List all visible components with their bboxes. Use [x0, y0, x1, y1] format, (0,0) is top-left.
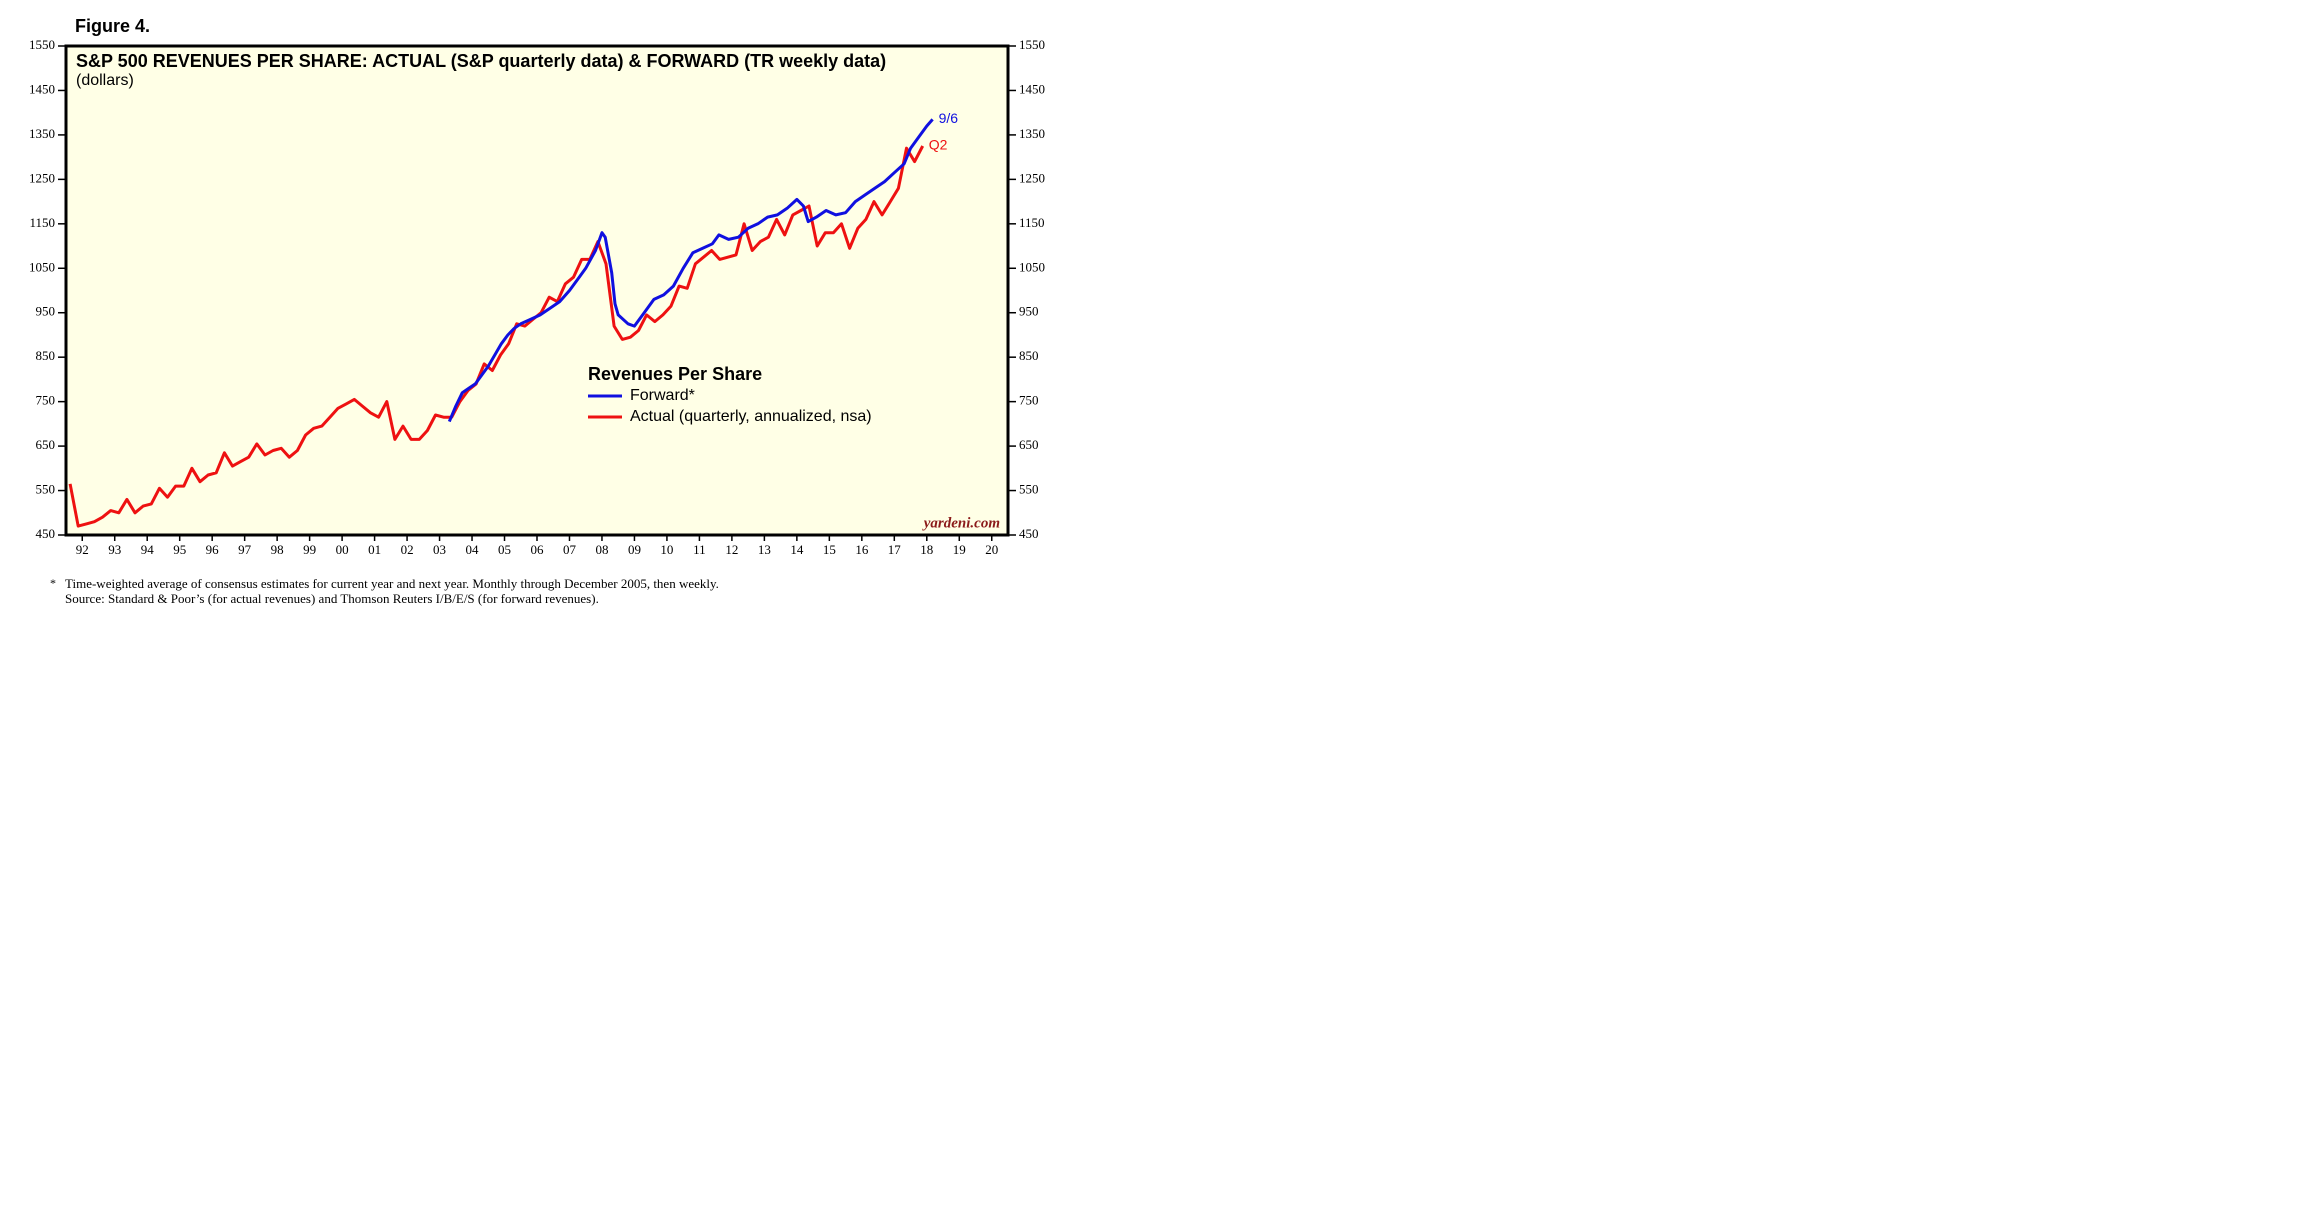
x-tick-label: 13	[758, 542, 771, 557]
x-tick-label: 93	[108, 542, 121, 557]
y2-tick-label: 1550	[1019, 37, 1045, 52]
y-tick-label: 750	[36, 393, 56, 408]
footnote-marker: *	[50, 576, 56, 590]
y2-tick-label: 550	[1019, 482, 1039, 497]
x-tick-label: 14	[790, 542, 804, 557]
x-tick-label: 16	[855, 542, 869, 557]
x-tick-label: 17	[888, 542, 902, 557]
footnote: Source: Standard & Poor’s (for actual re…	[65, 591, 599, 606]
x-tick-label: 02	[401, 542, 414, 557]
footnote: Time-weighted average of consensus estim…	[65, 576, 719, 591]
y-tick-label: 450	[36, 526, 56, 541]
y2-tick-label: 1450	[1019, 81, 1045, 96]
y2-tick-label: 450	[1019, 526, 1039, 541]
chart-title: S&P 500 REVENUES PER SHARE: ACTUAL (S&P …	[76, 51, 886, 71]
x-tick-label: 97	[238, 542, 252, 557]
x-tick-label: 96	[206, 542, 220, 557]
source-label: yardeni.com	[922, 515, 1000, 531]
x-tick-label: 19	[953, 542, 966, 557]
x-tick-label: 94	[141, 542, 155, 557]
x-tick-label: 20	[985, 542, 998, 557]
y-tick-label: 1550	[29, 37, 55, 52]
y-tick-label: 1250	[29, 170, 55, 185]
legend-label: Forward*	[630, 387, 695, 404]
x-tick-label: 11	[693, 542, 706, 557]
y2-tick-label: 1050	[1019, 259, 1045, 274]
x-tick-label: 95	[173, 542, 186, 557]
y2-tick-label: 1250	[1019, 170, 1045, 185]
y2-tick-label: 650	[1019, 437, 1039, 452]
y-tick-label: 1450	[29, 81, 55, 96]
plot-frame	[64, 44, 1010, 537]
x-tick-label: 99	[303, 542, 316, 557]
y2-tick-label: 850	[1019, 348, 1039, 363]
series-line	[68, 145, 925, 528]
x-tick-label: 00	[336, 542, 349, 557]
y2-tick-label: 1350	[1019, 126, 1045, 141]
y-tick-label: 1050	[29, 259, 55, 274]
x-tick-label: 12	[725, 542, 738, 557]
y2-tick-label: 750	[1019, 393, 1039, 408]
x-tick-label: 92	[76, 542, 89, 557]
x-tick-label: 08	[595, 542, 608, 557]
end-label: Q2	[929, 137, 948, 153]
x-tick-label: 03	[433, 542, 446, 557]
series-line	[447, 118, 934, 423]
end-label: 9/6	[939, 110, 959, 126]
x-tick-label: 09	[628, 542, 641, 557]
y-tick-label: 650	[36, 437, 56, 452]
chart-subtitle: (dollars)	[76, 72, 134, 89]
y-tick-label: 1350	[29, 126, 55, 141]
x-tick-label: 10	[660, 542, 673, 557]
x-tick-label: 18	[920, 542, 933, 557]
y2-tick-label: 950	[1019, 304, 1039, 319]
x-tick-label: 06	[531, 542, 545, 557]
x-tick-label: 05	[498, 542, 511, 557]
legend-title: Revenues Per Share	[588, 364, 762, 384]
legend-label: Actual (quarterly, annualized, nsa)	[630, 408, 872, 425]
x-tick-label: 01	[368, 542, 381, 557]
y-tick-label: 550	[36, 482, 56, 497]
y-tick-label: 850	[36, 348, 56, 363]
y2-tick-label: 1150	[1019, 215, 1045, 230]
x-tick-label: 98	[271, 542, 284, 557]
x-tick-label: 04	[466, 542, 480, 557]
figure-label: Figure 4.	[75, 16, 150, 36]
x-tick-label: 07	[563, 542, 577, 557]
y-tick-label: 1150	[29, 215, 55, 230]
y-tick-label: 950	[36, 304, 56, 319]
x-tick-label: 15	[823, 542, 836, 557]
